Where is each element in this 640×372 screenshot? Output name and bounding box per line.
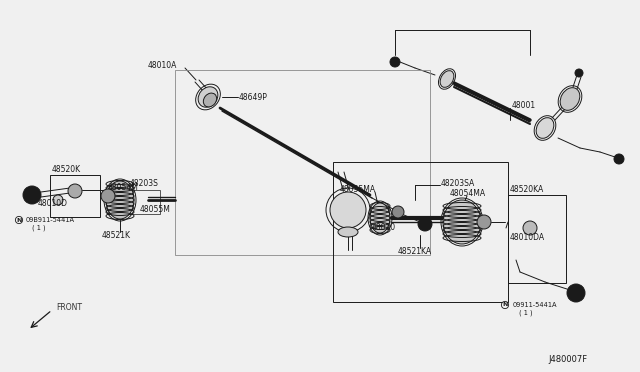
- Circle shape: [392, 206, 404, 218]
- Text: N: N: [16, 218, 22, 222]
- Bar: [50, 175, 100, 217]
- Text: 48055M: 48055M: [140, 205, 171, 215]
- Circle shape: [68, 184, 82, 198]
- Text: ( 1 ): ( 1 ): [519, 310, 532, 316]
- Text: 48520K: 48520K: [52, 166, 81, 174]
- Bar: [333, 162, 508, 302]
- Ellipse shape: [440, 71, 454, 87]
- Bar: [108, 190, 160, 214]
- Text: 48054M: 48054M: [108, 183, 139, 192]
- Circle shape: [477, 215, 491, 229]
- Text: 48001: 48001: [512, 102, 536, 110]
- Ellipse shape: [106, 181, 134, 219]
- Text: 48010A: 48010A: [148, 61, 177, 71]
- Circle shape: [23, 186, 41, 204]
- Circle shape: [575, 69, 583, 77]
- Ellipse shape: [338, 227, 358, 237]
- Text: FRONT: FRONT: [56, 304, 82, 312]
- Text: 48203SA: 48203SA: [441, 179, 476, 187]
- Text: 48521KA: 48521KA: [398, 247, 432, 256]
- Text: 09911-5441A: 09911-5441A: [513, 302, 557, 308]
- Text: 09B911-5441A: 09B911-5441A: [26, 217, 75, 223]
- Text: 48203S: 48203S: [130, 179, 159, 187]
- Circle shape: [330, 192, 366, 228]
- Ellipse shape: [198, 87, 218, 107]
- Text: 48649P: 48649P: [239, 93, 268, 102]
- Bar: [175, 70, 430, 255]
- Text: 48010D: 48010D: [38, 199, 68, 208]
- Ellipse shape: [204, 93, 217, 107]
- Text: 48521K: 48521K: [102, 231, 131, 240]
- Text: 48010: 48010: [372, 224, 396, 232]
- Circle shape: [418, 217, 432, 231]
- Text: ( 1 ): ( 1 ): [32, 225, 45, 231]
- Ellipse shape: [443, 200, 481, 244]
- Bar: [508, 195, 566, 283]
- Text: 48520KA: 48520KA: [510, 186, 544, 195]
- Circle shape: [614, 154, 624, 164]
- Circle shape: [567, 284, 585, 302]
- Ellipse shape: [536, 118, 554, 138]
- Text: 48055MA: 48055MA: [340, 186, 376, 195]
- Text: 48054MA: 48054MA: [450, 189, 486, 198]
- Circle shape: [53, 195, 63, 205]
- Text: 48010DA: 48010DA: [510, 234, 545, 243]
- Circle shape: [390, 57, 400, 67]
- Circle shape: [101, 189, 115, 203]
- Ellipse shape: [560, 88, 580, 110]
- Text: N: N: [502, 302, 508, 308]
- Ellipse shape: [370, 203, 390, 233]
- Text: J480007F: J480007F: [548, 356, 587, 365]
- Circle shape: [523, 221, 537, 235]
